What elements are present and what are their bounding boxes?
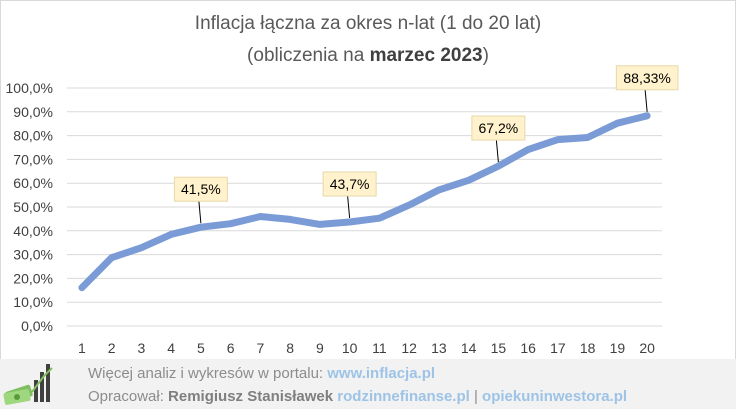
- callout-label: 41,5%: [181, 181, 221, 197]
- x-tick-label: 4: [167, 340, 175, 356]
- chart-title: Inflacja łączna za okres n-lat (1 do 20 …: [194, 13, 542, 34]
- callout-box: [322, 171, 377, 197]
- x-tick-label: 3: [137, 340, 145, 356]
- x-tick-label: 13: [431, 340, 447, 356]
- x-tick-label: 17: [550, 340, 566, 356]
- x-tick-label: 5: [197, 340, 205, 356]
- x-tick-label: 19: [610, 340, 626, 356]
- footer-separator: |: [469, 388, 483, 405]
- callout-label: 88,33%: [623, 70, 670, 86]
- x-tick-label: 2: [108, 340, 116, 356]
- y-axis-ticks: 0,0% 10,0% 20,0% 30,0% 40,0% 50,0% 60,0% 70,0% 8…: [6, 80, 53, 334]
- x-tick-label: 16: [520, 340, 536, 356]
- callout-label: 43,7%: [330, 176, 370, 192]
- callouts: 41,5% 43,7% 67,2% 88,33%: [173, 65, 679, 224]
- y-tick-label: 50,0%: [13, 199, 53, 215]
- x-tick-label: 6: [227, 340, 235, 356]
- y-tick-label: 90,0%: [13, 104, 53, 120]
- gridlines: [67, 87, 662, 327]
- callout-label: 67,2%: [479, 120, 519, 136]
- footer-portal-text: Więcej analiz i wykresów w portalu:: [88, 365, 328, 382]
- x-tick-label: 15: [491, 340, 507, 356]
- y-tick-label: 10,0%: [13, 294, 53, 310]
- x-tick-label: 7: [256, 340, 264, 356]
- series-line: [78, 112, 651, 292]
- x-tick-label: 18: [580, 340, 596, 356]
- callout-leader: [347, 195, 351, 219]
- x-tick-label: 9: [316, 340, 324, 356]
- x-tick-label: 8: [286, 340, 294, 356]
- x-axis-ticks: 1 2 3 4 5 6 7 8 9 10 11 12 13 14 15 16 17 18 19 20: [78, 340, 655, 356]
- y-tick-label: 20,0%: [13, 270, 53, 286]
- subtitle-date: marzec 2023: [369, 45, 483, 66]
- y-tick-label: 60,0%: [13, 175, 53, 191]
- callout-box: [173, 176, 228, 202]
- y-tick-label: 40,0%: [13, 223, 53, 239]
- y-tick-label: 30,0%: [13, 247, 53, 263]
- x-tick-label: 12: [401, 340, 417, 356]
- subtitle-prefix: (obliczenia na: [247, 45, 370, 66]
- x-tick-label: 20: [639, 340, 655, 356]
- y-tick-label: 0,0%: [21, 318, 53, 334]
- callout-leader: [198, 201, 202, 224]
- rodzinnefinanse-link[interactable]: rodzinnefinanse.pl: [337, 388, 470, 405]
- footer-author: Remigiusz Stanisławek: [168, 388, 334, 405]
- callout-leader: [495, 140, 499, 163]
- y-tick-label: 100,0%: [6, 80, 53, 96]
- x-tick-label: 11: [372, 340, 387, 356]
- y-tick-label: 80,0%: [13, 128, 53, 144]
- footer: Więcej analiz i wykresów w portalu: www.…: [0, 359, 736, 409]
- callout-box: [615, 65, 679, 91]
- x-tick-label: 1: [78, 340, 86, 356]
- x-tick-label: 14: [461, 340, 477, 356]
- line-chart: 0,0% 10,0% 20,0% 30,0% 40,0% 50,0% 60,0% 70,0% 8…: [6, 65, 679, 356]
- money-chart-logo-icon: [3, 364, 53, 405]
- footer-line-1: Więcej analiz i wykresów w portalu: www.…: [88, 365, 435, 382]
- inflacja-link[interactable]: www.inflacja.pl: [327, 365, 436, 382]
- chart-subtitle: (obliczenia na marzec 2023): [0, 44, 736, 68]
- footer-line-2: Opracował: Remigiusz Stanisławek rodzinn…: [88, 388, 627, 405]
- x-tick-label: 10: [342, 340, 358, 356]
- subtitle-suffix: ): [482, 45, 489, 66]
- y-tick-label: 70,0%: [13, 151, 53, 167]
- series: [78, 112, 651, 292]
- opiekuninwestora-link[interactable]: opiekuninwestora.pl: [482, 388, 628, 405]
- callout-leader: [644, 89, 648, 112]
- callout-box: [471, 115, 526, 141]
- footer-author-prefix: Opracował:: [88, 388, 169, 405]
